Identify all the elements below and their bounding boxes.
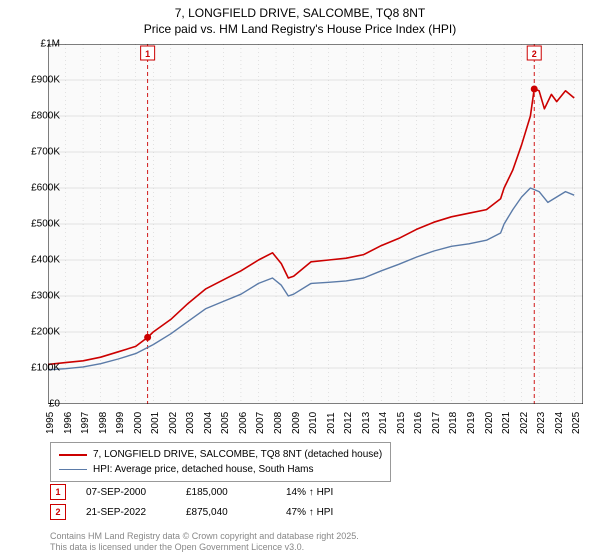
footer-line1: Contains HM Land Registry data © Crown c… (50, 531, 359, 543)
x-tick-label: 2013 (361, 412, 372, 434)
chart-title: 7, LONGFIELD DRIVE, SALCOMBE, TQ8 8NT Pr… (0, 0, 600, 37)
title-line2: Price paid vs. HM Land Registry's House … (0, 22, 600, 38)
x-tick-label: 2001 (150, 412, 161, 434)
legend-label: 7, LONGFIELD DRIVE, SALCOMBE, TQ8 8NT (d… (93, 447, 382, 462)
x-tick-label: 2003 (185, 412, 196, 434)
event-table: 1 07-SEP-2000 £185,000 14% ↑ HPI 2 21-SEP-202… (50, 484, 366, 524)
x-tick-label: 2023 (536, 412, 547, 434)
x-tick-label: 2005 (220, 412, 231, 434)
x-tick-label: 2014 (378, 412, 389, 434)
x-tick-label: 2006 (238, 412, 249, 434)
legend-label: HPI: Average price, detached house, Sout… (93, 462, 314, 477)
event-delta: 14% ↑ HPI (286, 487, 366, 498)
attribution-footer: Contains HM Land Registry data © Crown c… (50, 531, 359, 554)
y-tick-label: £200K (18, 327, 60, 338)
x-tick-label: 1997 (80, 412, 91, 434)
chart-container: 7, LONGFIELD DRIVE, SALCOMBE, TQ8 8NT Pr… (0, 0, 600, 560)
event-price: £185,000 (186, 487, 266, 498)
legend-swatch (59, 469, 87, 471)
x-tick-label: 2004 (203, 412, 214, 434)
plot-area: 12 (48, 44, 583, 404)
x-tick-label: 2024 (554, 412, 565, 434)
x-tick-label: 1996 (63, 412, 74, 434)
x-tick-label: 2000 (133, 412, 144, 434)
event-date: 21-SEP-2022 (86, 507, 166, 518)
x-tick-label: 2018 (448, 412, 459, 434)
y-tick-label: £500K (18, 219, 60, 230)
y-tick-label: £400K (18, 255, 60, 266)
x-tick-label: 2015 (396, 412, 407, 434)
legend-item: HPI: Average price, detached house, Sout… (59, 462, 382, 477)
svg-text:1: 1 (145, 49, 150, 59)
x-tick-label: 2011 (326, 412, 337, 434)
x-tick-label: 1995 (45, 412, 56, 434)
y-tick-label: £1M (18, 39, 60, 50)
y-tick-label: £300K (18, 291, 60, 302)
x-tick-label: 2009 (291, 412, 302, 434)
y-tick-label: £0 (18, 399, 60, 410)
legend-swatch (59, 454, 87, 456)
x-tick-label: 1999 (115, 412, 126, 434)
svg-text:2: 2 (532, 49, 537, 59)
event-price: £875,040 (186, 507, 266, 518)
y-tick-label: £700K (18, 147, 60, 158)
y-tick-label: £600K (18, 183, 60, 194)
event-date: 07-SEP-2000 (86, 487, 166, 498)
event-row: 1 07-SEP-2000 £185,000 14% ↑ HPI (50, 484, 366, 500)
x-tick-label: 2021 (501, 412, 512, 434)
x-tick-label: 2007 (255, 412, 266, 434)
x-tick-label: 2012 (343, 412, 354, 434)
y-tick-label: £100K (18, 363, 60, 374)
event-marker-icon: 2 (50, 504, 66, 520)
y-tick-label: £900K (18, 75, 60, 86)
y-tick-label: £800K (18, 111, 60, 122)
event-delta: 47% ↑ HPI (286, 507, 366, 518)
plot-svg: 12 (48, 44, 583, 404)
x-tick-label: 1998 (98, 412, 109, 434)
x-tick-label: 2010 (308, 412, 319, 434)
legend-item: 7, LONGFIELD DRIVE, SALCOMBE, TQ8 8NT (d… (59, 447, 382, 462)
x-tick-label: 2019 (466, 412, 477, 434)
x-tick-label: 2025 (571, 412, 582, 434)
x-tick-label: 2008 (273, 412, 284, 434)
event-row: 2 21-SEP-2022 £875,040 47% ↑ HPI (50, 504, 366, 520)
x-tick-label: 2002 (168, 412, 179, 434)
x-tick-label: 2020 (484, 412, 495, 434)
x-tick-label: 2017 (431, 412, 442, 434)
x-tick-label: 2016 (413, 412, 424, 434)
legend: 7, LONGFIELD DRIVE, SALCOMBE, TQ8 8NT (d… (50, 442, 391, 482)
footer-line2: This data is licensed under the Open Gov… (50, 542, 359, 554)
title-line1: 7, LONGFIELD DRIVE, SALCOMBE, TQ8 8NT (0, 6, 600, 22)
x-tick-label: 2022 (519, 412, 530, 434)
event-marker-icon: 1 (50, 484, 66, 500)
